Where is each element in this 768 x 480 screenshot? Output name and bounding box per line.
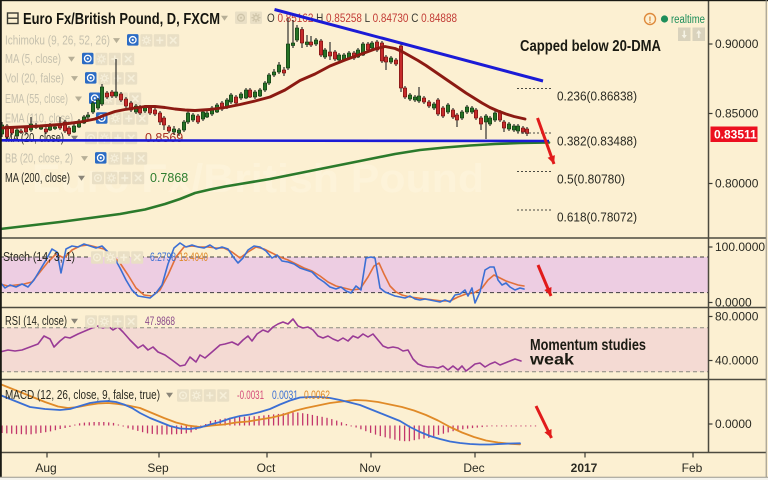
svg-text:0.0000: 0.0000 — [715, 417, 752, 431]
svg-text:0.618(0.78072): 0.618(0.78072) — [557, 211, 637, 225]
svg-text:0.90000: 0.90000 — [715, 37, 759, 51]
svg-text:40.0000: 40.0000 — [715, 354, 759, 368]
svg-text:13.4040: 13.4040 — [179, 250, 208, 264]
svg-text:0.0031: 0.0031 — [272, 388, 298, 402]
svg-text:0.5(0.80780): 0.5(0.80780) — [557, 173, 625, 187]
svg-text:Dec: Dec — [463, 461, 484, 475]
svg-text:80.0000: 80.0000 — [715, 310, 759, 324]
svg-text:Capped below 20-DMA: Capped below 20-DMA — [520, 38, 661, 55]
svg-text:MA (200, close): MA (200, close) — [5, 171, 70, 185]
svg-text:0.382(0.83488): 0.382(0.83488) — [557, 135, 637, 149]
svg-text:realtime: realtime — [671, 14, 705, 26]
svg-text:-0.0031: -0.0031 — [237, 388, 264, 402]
svg-text:EMA (55, close): EMA (55, close) — [5, 92, 68, 106]
svg-text:weak: weak — [529, 352, 575, 369]
svg-text:0.0000: 0.0000 — [715, 296, 752, 310]
svg-text:Vol (20, false): Vol (20, false) — [5, 72, 64, 86]
svg-text:MA (20, close): MA (20, close) — [5, 131, 64, 145]
svg-text:!: ! — [648, 15, 651, 26]
svg-text:0.83511: 0.83511 — [714, 128, 757, 142]
svg-text:100.0000: 100.0000 — [715, 240, 765, 254]
svg-text:Sep: Sep — [147, 461, 169, 475]
svg-text:RSI (14, close): RSI (14, close) — [5, 314, 67, 328]
svg-text:0.7868: 0.7868 — [150, 171, 188, 185]
svg-text:0.8569: 0.8569 — [145, 131, 183, 145]
svg-text:6.2798: 6.2798 — [150, 250, 176, 264]
svg-text:MACD (12, 26, close, 9, false,: MACD (12, 26, close, 9, false, true) — [5, 388, 160, 402]
svg-text:0.236(0.86838): 0.236(0.86838) — [557, 90, 637, 104]
svg-text:EMA (110, close): EMA (110, close) — [5, 112, 73, 126]
svg-text:Momentum studies: Momentum studies — [530, 337, 646, 354]
svg-text:Aug: Aug — [35, 461, 56, 475]
svg-text:Nov: Nov — [359, 461, 380, 475]
svg-text:BB (20, close, 2): BB (20, close, 2) — [5, 152, 73, 166]
svg-text:2017: 2017 — [571, 461, 598, 475]
svg-text:Feb: Feb — [682, 461, 703, 475]
svg-text:0.0062: 0.0062 — [304, 388, 330, 402]
svg-text:MA (5, close): MA (5, close) — [5, 52, 61, 66]
svg-text:Oct: Oct — [257, 461, 276, 475]
svg-text:47.9868: 47.9868 — [145, 314, 175, 328]
svg-text:O 0.85162 H 0.85258 L 0.84730: O 0.85162 H 0.85258 L 0.84730 C 0.84888 — [267, 13, 457, 25]
svg-text:0.85000: 0.85000 — [715, 107, 759, 121]
svg-text:Ichimoku (9, 26, 52, 26): Ichimoku (9, 26, 52, 26) — [5, 34, 110, 48]
svg-text:0.80000: 0.80000 — [715, 177, 759, 191]
svg-text:Euro Fx/British Pound, D, FXCM: Euro Fx/British Pound, D, FXCM — [23, 11, 220, 28]
svg-text:Stoch (14, 3, 1): Stoch (14, 3, 1) — [3, 250, 75, 264]
